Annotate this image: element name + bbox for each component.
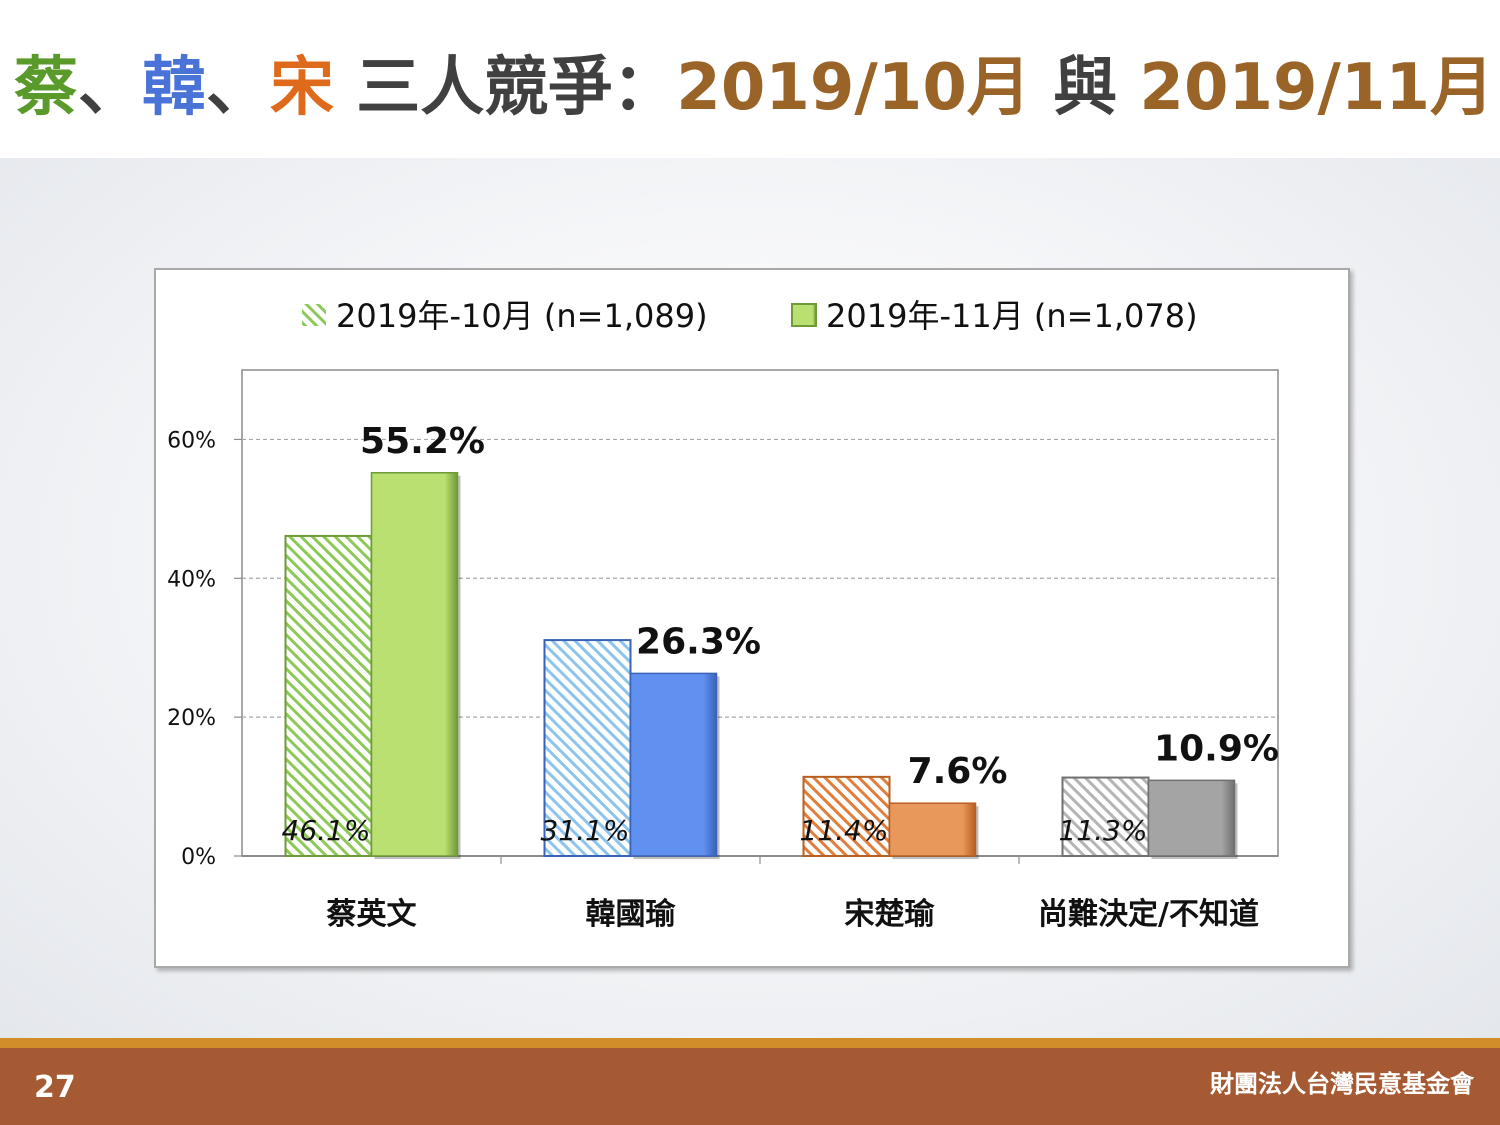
title-part: 2019/10月: [676, 51, 1054, 125]
legend-swatch-nov: [791, 303, 817, 327]
title-part: 宋: [270, 51, 334, 125]
y-tick-label: 40%: [167, 567, 216, 592]
bar-nov-1: [629, 672, 718, 857]
bar-oct-3: [1061, 776, 1150, 857]
title-part: 韓: [142, 51, 206, 125]
category-label: 蔡英文: [327, 897, 417, 932]
title-part: 、: [206, 51, 270, 125]
title-part: 與: [1053, 51, 1140, 125]
bar-nov-2: [888, 802, 977, 857]
y-tick-label: 20%: [167, 706, 216, 731]
data-label-oct: 11.3%: [1059, 814, 1148, 847]
data-label-nov: 26.3%: [636, 621, 761, 662]
category-label: 宋楚瑜: [845, 897, 936, 932]
bar-oct-2: [802, 775, 891, 858]
footer-bar: [0, 1048, 1500, 1125]
title-part: 蔡: [14, 51, 78, 125]
title-part: 2019/11月: [1139, 51, 1494, 125]
y-tick-label: 0%: [181, 845, 216, 870]
organization-name: 財團法人台灣民意基金會: [1210, 1070, 1474, 1098]
category-label: 韓國瑜: [586, 897, 677, 932]
slide-title: 蔡、韓、宋 三人競爭：2019/10月 與 2019/11月: [14, 46, 1494, 130]
category-label: 尚難決定/不知道: [1038, 897, 1259, 932]
y-tick-label: 60%: [167, 428, 216, 453]
title-part: 三人競爭：: [334, 51, 677, 125]
bar-nov-0: [370, 472, 459, 857]
bar-oct-0: [284, 534, 373, 857]
legend-label-oct: 2019年-10月 (n=1,089): [336, 297, 708, 335]
data-label-nov: 55.2%: [360, 421, 485, 462]
slide-header: 蔡、韓、宋 三人競爭：2019/10月 與 2019/11月: [0, 0, 1500, 158]
legend-swatch-oct: [302, 304, 326, 326]
data-label-oct: 11.4%: [800, 814, 889, 847]
data-label-oct: 46.1%: [282, 814, 371, 847]
bar-nov-3: [1147, 779, 1236, 857]
legend-label-nov: 2019年-11月 (n=1,078): [826, 297, 1198, 335]
data-label-nov: 7.6%: [908, 751, 1008, 792]
data-label-nov: 10.9%: [1154, 728, 1279, 769]
data-label-oct: 31.1%: [541, 814, 630, 847]
page-number: 27: [34, 1070, 76, 1105]
footer-accent-stripe: [0, 1038, 1500, 1048]
title-part: 、: [78, 51, 142, 125]
